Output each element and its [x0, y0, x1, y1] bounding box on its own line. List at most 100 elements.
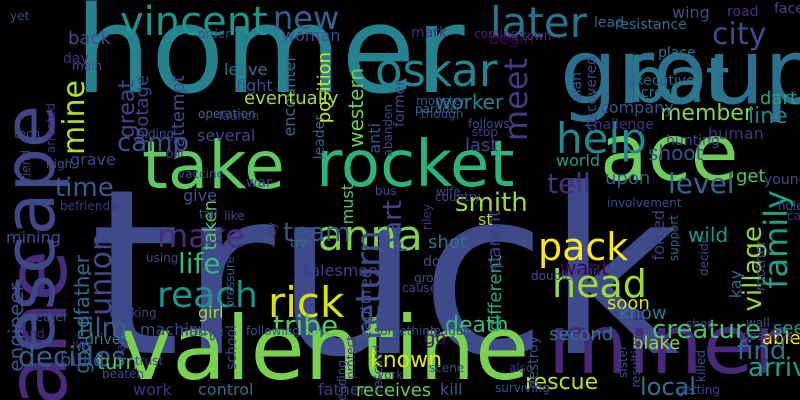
word-surviving: surviving — [495, 381, 550, 395]
word-like: like — [224, 209, 245, 223]
word-resulting: resulting — [629, 335, 643, 388]
word-life: life — [178, 247, 221, 280]
word-local: local — [640, 373, 696, 400]
word-build: build — [60, 350, 105, 371]
word-turn: turn — [97, 350, 139, 374]
word-kay: kay — [726, 270, 745, 299]
word-sister: sister — [616, 345, 630, 378]
word-soon: soon — [607, 293, 650, 314]
word-rescue: rescue — [525, 370, 599, 395]
word-film: film — [78, 313, 127, 343]
word-arrested: arrested — [44, 103, 58, 154]
word-day: day — [63, 51, 89, 67]
word-death: death — [445, 313, 509, 338]
word-help: help — [556, 114, 647, 163]
word-vaccine: vaccine — [178, 167, 224, 181]
word-world: world — [556, 151, 601, 170]
word-cause: cause — [402, 281, 438, 295]
word-vincent: vincent — [120, 0, 268, 45]
word-together: together — [16, 310, 68, 324]
word-bus: bus — [375, 184, 397, 198]
word-member: member — [660, 101, 753, 126]
word-getting: getting — [677, 383, 720, 397]
word-work: work — [133, 380, 172, 399]
word-machine: machine — [140, 320, 209, 339]
word-must: must — [338, 184, 357, 225]
word-valentine: valentine — [120, 297, 530, 400]
word-anna: anna — [318, 211, 423, 260]
word-protect: protect — [344, 336, 358, 380]
word-tech: tech — [14, 127, 41, 141]
word-hiding: hiding — [137, 127, 175, 141]
word-rocket: rocket — [316, 128, 515, 202]
word-dy: dy — [265, 222, 279, 237]
word-rick: rick — [268, 278, 345, 327]
word-war: war — [246, 175, 272, 191]
word-face: face — [774, 1, 800, 17]
word-wall: wall — [746, 316, 770, 330]
word-decide: decide — [697, 236, 711, 276]
word-western: western — [344, 68, 368, 148]
word-eventually: eventually — [244, 88, 339, 109]
word-go: go — [424, 328, 447, 349]
word-jim: jim — [72, 337, 91, 351]
word-last: last — [465, 135, 498, 156]
word-mother: mother — [753, 240, 769, 291]
word-also: also — [509, 361, 534, 375]
word-human: human — [708, 124, 764, 143]
word-year: year — [571, 264, 598, 278]
word-hunting: hunting — [666, 133, 720, 149]
word-level: level — [668, 167, 735, 200]
word-pressure: pressure — [223, 256, 237, 308]
word-find: find — [737, 336, 787, 366]
word-begin: begin — [489, 29, 534, 48]
word-father: father — [318, 380, 367, 399]
word-though: though — [421, 107, 464, 121]
word-time: time — [55, 173, 114, 203]
word-place: place — [658, 45, 696, 61]
word-former: former — [392, 80, 408, 128]
word-grave: grave — [70, 150, 116, 169]
word-back: back — [68, 28, 111, 49]
word-follows: follows — [468, 117, 510, 131]
word-shot: shot — [428, 232, 467, 253]
word-ground: ground — [414, 271, 457, 285]
word-friend: friend — [19, 150, 33, 186]
word-york: york — [377, 368, 404, 382]
word-wing: wing — [672, 3, 710, 22]
word-tell: tell — [547, 167, 591, 200]
word-shoot: shoot — [648, 141, 704, 165]
word-using: using — [146, 251, 179, 265]
word-bill: bill — [166, 147, 184, 161]
word-upon: upon — [605, 168, 651, 189]
word-head: head — [552, 262, 647, 306]
word-team: team — [283, 218, 351, 248]
word-make: make — [157, 217, 245, 255]
word-alan: alan — [569, 72, 585, 102]
word-school: school — [224, 325, 240, 370]
word-town: town — [522, 29, 552, 43]
word-end: end — [22, 327, 45, 341]
word-shop: shop — [686, 317, 715, 331]
word-way: way — [114, 337, 128, 362]
word-mining: mining — [6, 228, 61, 247]
word-scene: scene — [429, 361, 465, 375]
word-operation: operation — [198, 107, 256, 121]
word-get: get — [736, 166, 766, 187]
word-decides: decides — [18, 340, 126, 373]
word-want: want — [560, 256, 610, 280]
word-city: city — [712, 17, 767, 52]
word-smith: smith — [455, 188, 528, 218]
word-ace: ace — [600, 109, 739, 199]
word-befriends: befriends — [60, 199, 117, 213]
word-working: working — [109, 306, 157, 320]
word-mark: mark — [411, 25, 448, 41]
word-executive: executive — [627, 73, 695, 89]
word-yet: yet — [10, 9, 30, 23]
word-control: control — [198, 380, 254, 399]
word-double: double — [531, 269, 572, 283]
word-destroys: destroys — [742, 329, 794, 343]
word-oskar: oskar — [375, 44, 498, 97]
word-monster: monster — [416, 94, 466, 108]
word-girl: girl — [198, 303, 224, 322]
